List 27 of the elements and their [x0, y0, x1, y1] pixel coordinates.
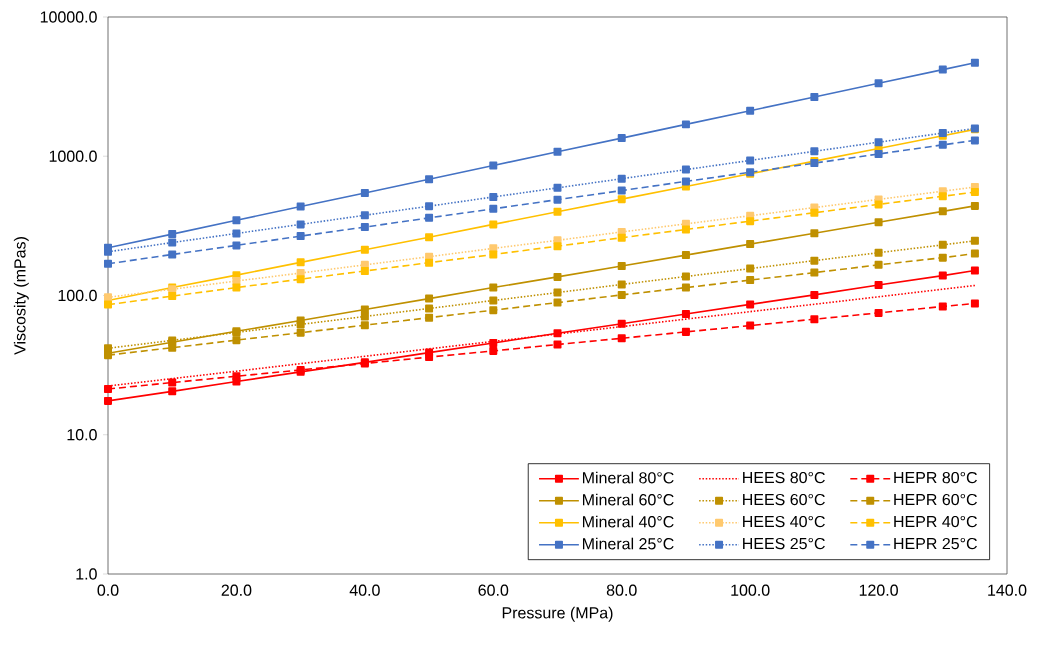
y-tick-label: 100.0 — [58, 289, 97, 302]
y-tick-label: 10000.0 — [40, 11, 97, 23]
x-tick-label: 60.0 — [478, 584, 509, 596]
legend-label: Mineral 80°C — [582, 471, 674, 484]
legend-label: Mineral 40°C — [582, 515, 674, 528]
legend-label: HEES 25°C — [743, 537, 825, 550]
legend-label: HEES 60°C — [743, 493, 825, 506]
legend-label: Mineral 25°C — [582, 537, 674, 550]
x-tick-label: 100.0 — [731, 584, 770, 596]
y-tick-label: 10.0 — [67, 429, 97, 441]
y-axis-title: Viscosity (mPas) — [13, 237, 29, 355]
x-tick-label: 120.0 — [859, 584, 898, 596]
x-tick-label: 80.0 — [606, 584, 637, 596]
legend-label: HEPR 60°C — [894, 493, 977, 506]
x-axis-title: Pressure (MPa) — [502, 606, 613, 622]
legend-label: HEES 80°C — [743, 471, 825, 484]
legend-label: HEPR 40°C — [894, 515, 977, 528]
x-tick-label: 0.0 — [97, 584, 119, 596]
x-tick-label: 40.0 — [349, 584, 380, 596]
legend-label: Mineral 60°C — [582, 493, 674, 506]
x-tick-label: 20.0 — [221, 584, 252, 596]
legend-label: HEPR 25°C — [894, 537, 977, 550]
x-tick-label: 140.0 — [988, 584, 1027, 596]
legend-label: HEPR 80°C — [894, 471, 977, 484]
y-tick-label: 1000.0 — [49, 150, 97, 162]
y-tick-label: 1.0 — [76, 568, 97, 580]
legend-label: HEES 40°C — [743, 515, 825, 528]
